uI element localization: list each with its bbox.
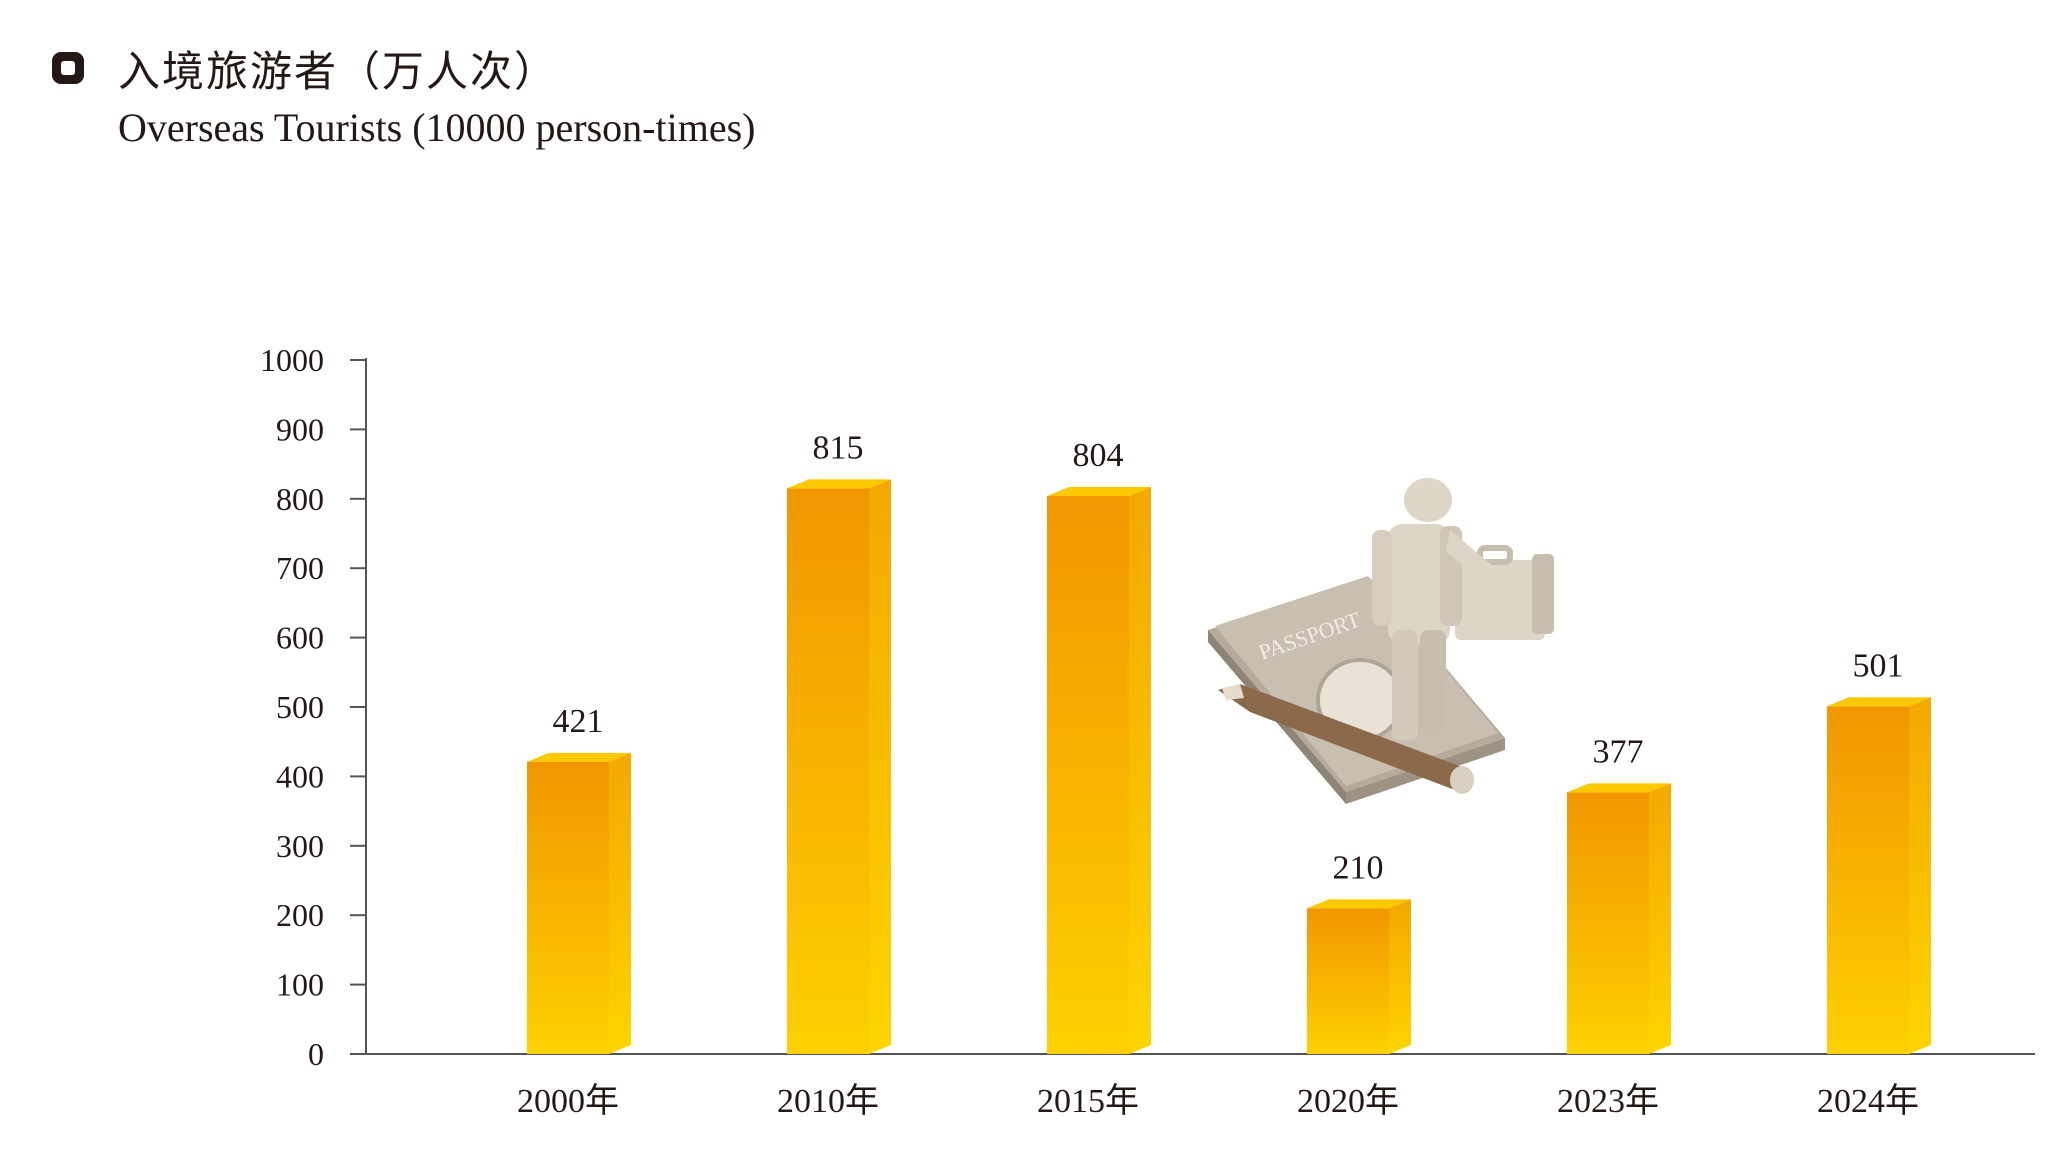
bar-cap <box>787 479 891 489</box>
bar-front <box>787 488 869 1054</box>
y-tick-label: 400 <box>276 758 324 794</box>
bar-side <box>1389 899 1411 1054</box>
bar-front <box>1307 908 1389 1054</box>
bar <box>527 752 631 1054</box>
bar-side <box>1649 783 1671 1054</box>
y-tick-label: 1000 <box>260 342 324 378</box>
x-tick-label: 2015年 <box>1037 1082 1139 1120</box>
y-tick-label: 100 <box>276 967 324 1003</box>
chart-subtitle: Overseas Tourists (10000 person-times) <box>118 105 756 150</box>
bar-cap <box>527 752 631 762</box>
data-label: 377 <box>1593 733 1644 770</box>
y-tick-label: 0 <box>308 1036 324 1072</box>
data-label: 421 <box>553 703 604 740</box>
bar <box>1307 899 1411 1054</box>
bar-cap <box>1047 487 1151 497</box>
bar-front <box>1567 792 1649 1054</box>
x-tick-label: 2020年 <box>1297 1082 1399 1120</box>
y-tick-label: 600 <box>276 620 324 656</box>
data-label: 815 <box>813 429 864 466</box>
bar-side <box>1909 697 1931 1054</box>
bar <box>1567 783 1671 1054</box>
bar-front <box>1047 496 1129 1054</box>
bar-side <box>1129 487 1151 1054</box>
x-tick-label: 2023年 <box>1557 1082 1659 1120</box>
bar-front <box>1827 706 1909 1054</box>
data-label: 210 <box>1333 849 1384 886</box>
data-label: 501 <box>1853 647 1904 684</box>
bar-side <box>609 752 631 1054</box>
title-bullet-icon <box>52 52 84 84</box>
y-tick-label: 500 <box>276 689 324 725</box>
x-tick-label: 2010年 <box>777 1082 879 1120</box>
bar-cap <box>1307 899 1411 909</box>
bar <box>1047 487 1151 1054</box>
data-label: 804 <box>1073 437 1124 474</box>
bar-cap <box>1827 697 1931 707</box>
y-tick-label: 800 <box>276 481 324 517</box>
x-tick-label: 2000年 <box>517 1082 619 1120</box>
bar <box>787 479 891 1054</box>
bar-cap <box>1567 783 1671 793</box>
y-tick-label: 900 <box>276 411 324 447</box>
bar-side <box>869 479 891 1054</box>
chart-bars: 421 2000年 815 2010年 804 2015年 210 2020年 377 2023年… <box>517 429 1931 1120</box>
bar-front <box>527 761 609 1054</box>
bar <box>1827 697 1931 1054</box>
chart-axes: 0 100 200 300 400 500 600 700 800 900 1000 <box>260 342 2035 1072</box>
chart-title: 入境旅游者（万人次） <box>118 47 559 96</box>
y-tick-label: 300 <box>276 828 324 864</box>
y-tick-label: 200 <box>276 897 324 933</box>
y-tick-label: 700 <box>276 550 324 586</box>
traveler-passport-icon: PASSPORT <box>1208 478 1554 804</box>
x-tick-label: 2024年 <box>1817 1082 1919 1120</box>
